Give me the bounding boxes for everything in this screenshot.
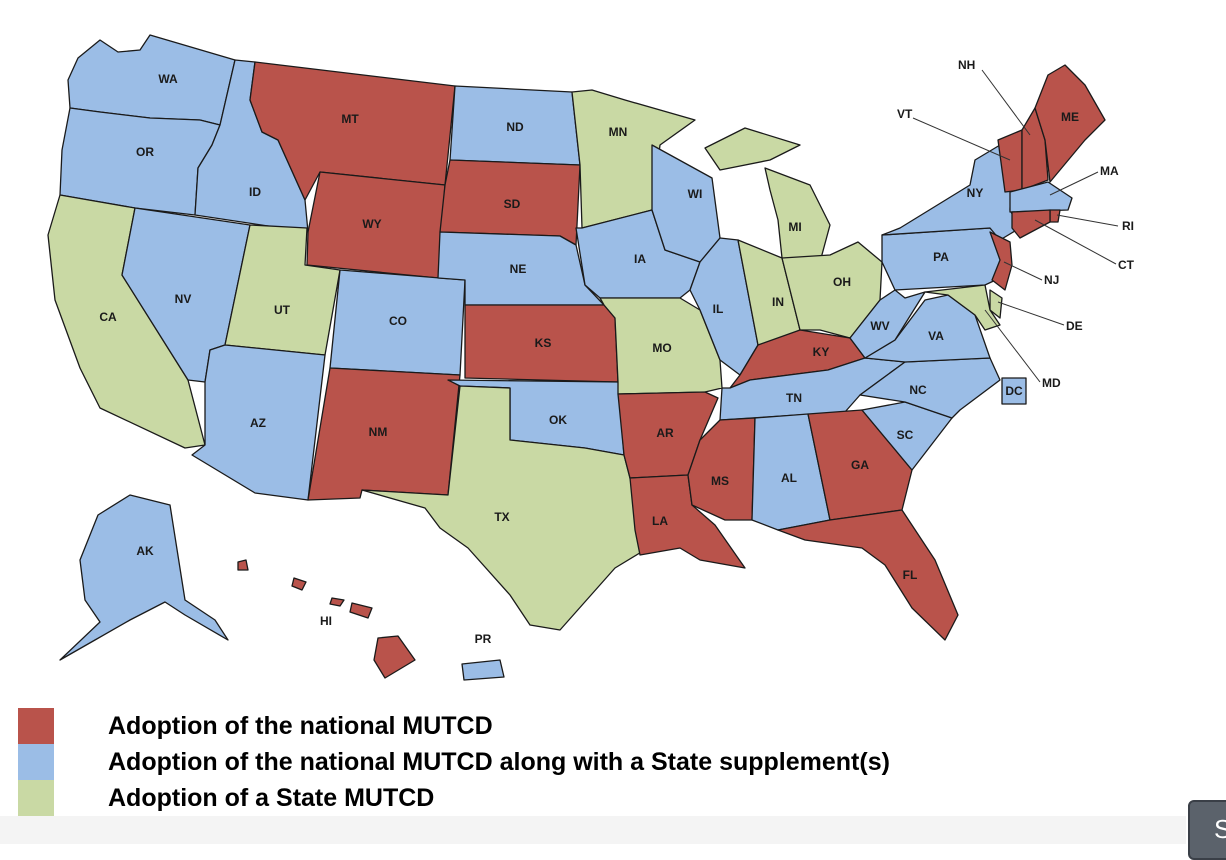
state-dc [1001, 377, 1027, 405]
leader-line-nh [981, 69, 1031, 136]
state-shape-hi-4 [329, 597, 345, 607]
state-ga [807, 409, 913, 521]
leader-line-de [997, 301, 1065, 326]
legend-item-state: Adoption of a State MUTCD [18, 780, 890, 816]
state-hi [237, 559, 416, 679]
leader-line-ma [1049, 171, 1099, 196]
state-az [191, 344, 326, 501]
state-shape-co [329, 269, 466, 376]
state-label-ct: CT [1118, 258, 1135, 272]
state-mn [571, 89, 696, 229]
state-nh [1021, 107, 1049, 191]
leader-line-vt [912, 117, 1011, 161]
state-ny [881, 144, 1021, 241]
state-wy [306, 171, 446, 279]
state-tx [361, 385, 649, 631]
us-mutcd-adoption-map: WAORCAIDNVMTWYUTAZCONMNDSDNEKSOKTXMNIAMO… [47, 34, 1135, 681]
state-pa [881, 227, 1011, 291]
state-shape-mt [249, 61, 456, 201]
legend-swatch-national [18, 708, 54, 744]
state-ma [1009, 181, 1073, 213]
leader-line-nj [1003, 261, 1043, 281]
state-nm [307, 367, 461, 501]
state-shape-mn [571, 89, 696, 229]
legend-item-supplement: Adoption of the national MUTCD along wit… [18, 744, 890, 780]
state-shape-md [924, 284, 1001, 331]
state-de [989, 289, 1003, 319]
state-shape-nj [989, 231, 1013, 291]
state-shape-pr [461, 659, 505, 681]
state-shape-ri [1049, 209, 1061, 223]
state-shape-ct [1011, 209, 1051, 239]
state-shape-hi-1 [349, 602, 373, 619]
leader-line-ri [1056, 214, 1119, 227]
state-co [329, 269, 466, 376]
state-shape-nh [1021, 107, 1049, 191]
state-label-vt: VT [897, 107, 913, 121]
state-label-hi: HI [320, 614, 332, 628]
state-shape-mi [764, 167, 831, 263]
corner-button[interactable]: S [1188, 800, 1226, 860]
state-shape-de [989, 289, 1003, 319]
state-nd [449, 85, 581, 166]
state-mt [249, 61, 456, 201]
state-shape-az [191, 344, 326, 501]
state-label-nh: NH [958, 58, 975, 72]
state-shape-ny [881, 144, 1021, 241]
state-label-md: MD [1042, 376, 1061, 390]
state-fl [777, 509, 959, 641]
legend-label-supplement: Adoption of the national MUTCD along wit… [108, 747, 890, 776]
state-shape-dc [1001, 377, 1027, 405]
state-shape-me [1034, 64, 1106, 183]
state-shape-nm [307, 367, 461, 501]
state-ak [59, 494, 229, 661]
state-wv [849, 289, 926, 359]
state-label-de: DE [1066, 319, 1083, 333]
state-md [924, 284, 1001, 331]
leader-line-ct [1034, 219, 1117, 265]
map-legend: Adoption of the national MUTCD Adoption … [18, 708, 890, 816]
legend-label-national: Adoption of the national MUTCD [108, 711, 493, 740]
state-shape-fl [777, 509, 959, 641]
state-label-ri: RI [1122, 219, 1134, 233]
state-label-nj: NJ [1044, 273, 1059, 287]
state-shape-ks [464, 304, 619, 383]
state-shape-pa [881, 227, 1011, 291]
state-shape-nd [449, 85, 581, 166]
state-shape-ma [1009, 181, 1073, 213]
state-me [1034, 64, 1106, 183]
state-shape-hi-2 [237, 559, 249, 571]
state-label-pr: PR [475, 632, 492, 646]
state-ri [1049, 209, 1061, 223]
leader-line-md [984, 309, 1041, 383]
state-shape-tx [361, 385, 649, 631]
state-shape-wv [849, 289, 926, 359]
legend-item-national: Adoption of the national MUTCD [18, 708, 890, 744]
state-ms [687, 417, 756, 521]
state-shape-ga [807, 409, 913, 521]
legend-swatch-supplement [18, 744, 54, 780]
state-shape-hi-3 [291, 577, 307, 591]
legend-label-state: Adoption of a State MUTCD [108, 783, 435, 812]
state-shape-ms [687, 417, 756, 521]
state-shape-ak [59, 494, 229, 661]
page-bottom-strip [0, 816, 1186, 844]
legend-swatch-state [18, 780, 54, 816]
state-shape-wy [306, 171, 446, 279]
state-pr [461, 659, 505, 681]
state-nj [989, 231, 1013, 291]
state-shape-mi-1 [704, 127, 801, 171]
state-ks [464, 304, 619, 383]
state-ct [1011, 209, 1051, 239]
state-shape-hi [373, 635, 416, 679]
state-label-ma: MA [1100, 164, 1119, 178]
